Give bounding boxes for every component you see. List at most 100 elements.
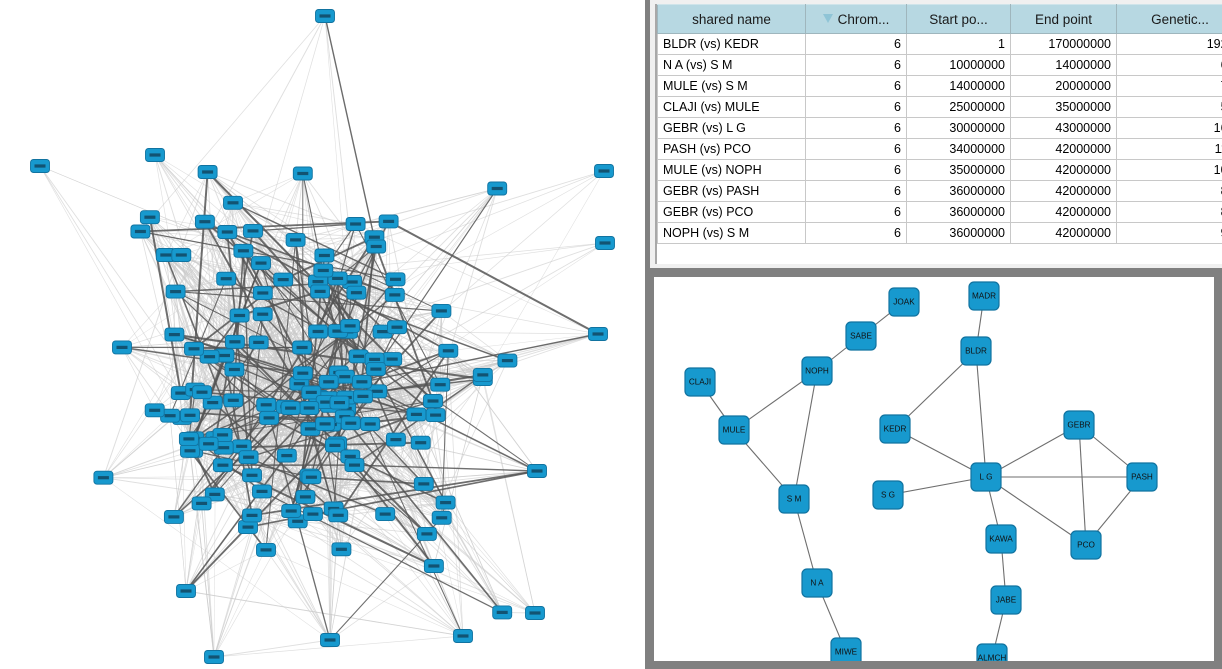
main-network-edge[interactable] (420, 442, 464, 637)
main-network-edge[interactable] (377, 378, 483, 393)
main-network-node[interactable] (216, 271, 237, 286)
table-cell-chromosome[interactable]: 6 (805, 54, 907, 76)
main-network-node[interactable] (497, 353, 518, 368)
main-network-node[interactable] (438, 343, 459, 358)
main-network-edge[interactable] (375, 188, 498, 370)
main-network-edge[interactable] (297, 378, 484, 522)
subnetwork-node-shape[interactable] (1070, 530, 1102, 560)
main-network-node[interactable] (360, 417, 381, 431)
main-network-edge[interactable] (346, 378, 483, 409)
main-network-edge[interactable] (319, 290, 508, 362)
table-cell-start_point[interactable]: 25000000 (906, 96, 1011, 118)
table-cell-start_point[interactable]: 35000000 (906, 159, 1011, 181)
main-network-edge[interactable] (140, 15, 326, 232)
main-network-edge[interactable] (282, 279, 339, 332)
main-network-edge[interactable] (324, 255, 442, 312)
main-network-edge[interactable] (121, 331, 319, 348)
main-network-node[interactable] (375, 507, 396, 522)
subnetwork-node-shape[interactable] (801, 356, 833, 386)
main-network-node[interactable] (385, 272, 406, 287)
sort-descending-icon[interactable] (822, 14, 833, 24)
main-network-edge[interactable] (361, 349, 449, 383)
main-network-edge[interactable] (189, 450, 215, 658)
column-header-shared-name[interactable]: shared name (657, 4, 806, 34)
table-cell-start_point[interactable]: 10000000 (906, 54, 1011, 76)
table-row[interactable]: GEBR (vs) L G6300000004300000016.9 (657, 117, 1222, 139)
subnetwork-node-shape[interactable] (960, 336, 992, 366)
main-network-edge[interactable] (180, 393, 187, 592)
table-cell-chromosome[interactable]: 6 (805, 201, 907, 223)
table-cell-chromosome[interactable]: 6 (805, 33, 907, 55)
main-network-edge[interactable] (149, 216, 227, 279)
main-network-edge[interactable] (173, 291, 321, 518)
main-network-node[interactable] (302, 507, 323, 522)
subnetwork-node[interactable]: BLDR (960, 336, 992, 366)
main-network-node[interactable] (329, 395, 350, 410)
main-network-node[interactable] (595, 236, 615, 250)
subnetwork-node[interactable]: PCO (1070, 530, 1102, 560)
table-cell-shared_name[interactable]: MULE (vs) NOPH (657, 159, 806, 181)
table-cell-genetic[interactable]: 192.0 (1116, 33, 1222, 55)
subnetwork-node[interactable]: MIWE (830, 637, 862, 661)
main-network-edge[interactable] (154, 154, 206, 222)
main-network-edge[interactable] (261, 490, 503, 613)
main-network-edge[interactable] (251, 514, 435, 567)
main-network-edge[interactable] (232, 202, 356, 225)
main-network-edge[interactable] (327, 397, 503, 613)
main-network-node[interactable] (492, 605, 513, 620)
table-cell-shared_name[interactable]: MULE (vs) S M (657, 75, 806, 97)
main-network-node[interactable] (384, 287, 405, 302)
subnetwork-node[interactable]: MULE (718, 415, 750, 445)
main-network-node[interactable] (308, 324, 329, 339)
main-network-edge[interactable] (295, 236, 375, 241)
main-network-node[interactable] (165, 284, 186, 299)
main-network-edge[interactable] (251, 515, 331, 641)
subnetwork-view[interactable]: JOAK SABE NOPH CLAJI MULE S M N A MIWE MADR BLDR K… (654, 277, 1214, 661)
main-network-node[interactable] (423, 559, 444, 573)
main-network-edge[interactable] (140, 230, 396, 280)
main-network-edge[interactable] (103, 477, 215, 495)
table-cell-start_point[interactable]: 1 (906, 33, 1011, 55)
table-cell-end_point[interactable]: 42000000 (1010, 180, 1117, 202)
main-network-edge[interactable] (252, 230, 375, 238)
main-network-node[interactable] (199, 349, 220, 364)
main-network-edge[interactable] (185, 549, 267, 592)
main-network-edge[interactable] (222, 255, 325, 466)
main-network-node[interactable] (176, 584, 196, 598)
main-network-edge[interactable] (193, 331, 349, 439)
main-network-node[interactable] (351, 374, 372, 389)
main-network-edge[interactable] (193, 346, 303, 350)
main-network-node[interactable] (423, 394, 443, 408)
subnetwork-node[interactable]: ALMCH (976, 643, 1008, 661)
table-cell-chromosome[interactable]: 6 (805, 117, 907, 139)
subnetwork-node-shape[interactable] (968, 281, 1000, 311)
main-network-node[interactable] (406, 407, 427, 422)
subnetwork-node-shape[interactable] (718, 415, 750, 445)
subnetwork-node-shape[interactable] (684, 367, 716, 397)
main-network-node[interactable] (410, 435, 431, 450)
table-cell-genetic[interactable]: 16.9 (1116, 117, 1222, 139)
subnetwork-node-shape[interactable] (1126, 462, 1158, 492)
main-network-edge[interactable] (39, 165, 182, 394)
main-network-node[interactable] (431, 303, 452, 318)
main-network-edge[interactable] (232, 202, 396, 280)
table-row[interactable]: GEBR (vs) PCO636000000420000008.4 (657, 201, 1222, 223)
main-network-node[interactable] (285, 232, 306, 247)
column-header-start-point[interactable]: Start po... (906, 4, 1011, 34)
main-network-edge[interactable] (175, 291, 442, 312)
main-network-node[interactable] (204, 650, 224, 664)
main-network-node[interactable] (301, 385, 322, 400)
table-cell-genetic[interactable]: 8.4 (1116, 201, 1222, 223)
main-network-edge[interactable] (175, 202, 234, 292)
main-network-node[interactable] (217, 225, 238, 239)
table-cell-genetic[interactable]: 5.9 (1116, 96, 1222, 118)
main-network-edge[interactable] (213, 438, 216, 658)
table-cell-end_point[interactable]: 14000000 (1010, 54, 1117, 76)
table-cell-shared_name[interactable]: NOPH (vs) S M (657, 222, 806, 244)
main-network-edge[interactable] (232, 202, 417, 415)
main-network-node[interactable] (301, 470, 322, 485)
table-cell-end_point[interactable]: 35000000 (1010, 96, 1117, 118)
main-network-edge[interactable] (188, 231, 228, 439)
main-network-edge[interactable] (388, 220, 599, 335)
table-cell-genetic[interactable]: 10.5 (1116, 159, 1222, 181)
